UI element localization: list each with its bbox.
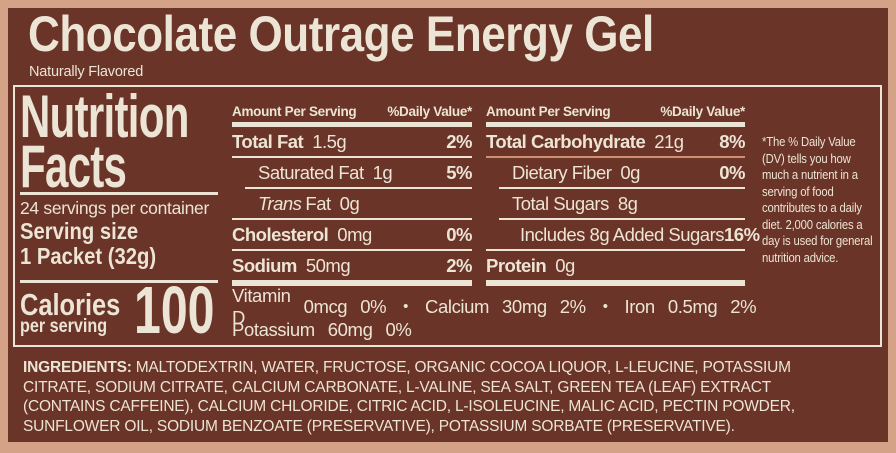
nutrient-column-right: Amount Per Serving %Daily Value* Total C…	[486, 87, 760, 286]
nutrient-amount: 1.5g	[312, 130, 347, 152]
daily-value-percent: 16%	[724, 223, 760, 245]
micronutrient-row-2: Potassium 60mg 0%	[232, 319, 748, 340]
product-title: Chocolate Outrage Energy Gel	[28, 8, 739, 64]
nutrient-name: Dietary Fiber	[512, 161, 612, 183]
micro-amount: 0.5mg	[667, 295, 718, 317]
thick-rule	[486, 280, 745, 286]
ingredients-section: INGREDIENTS: MALTODEXTRIN, WATER, FRUCTOS…	[23, 358, 838, 436]
nutrient-amount: 0g	[555, 254, 575, 276]
nutrition-facts-heading: Nutrition Facts	[20, 83, 218, 200]
nutrient-name: Fat	[305, 192, 331, 214]
nutrient-column-left: Amount Per Serving %Daily Value* Total F…	[232, 87, 472, 286]
amount-per-serving-header: Amount Per Serving	[232, 104, 357, 119]
nutrient-amount: 0g	[620, 161, 640, 183]
nutrient-amount: 50mg	[305, 254, 351, 276]
separator-rule	[20, 280, 218, 283]
micro-daily-value: 0%	[385, 318, 412, 340]
bullet-separator: •	[602, 298, 608, 315]
ingredients-text: MALTODEXTRIN, WATER, FRUCTOSE, ORGANIC C…	[23, 359, 795, 435]
micro-amount: 0mcg	[303, 295, 348, 317]
nutrient-name: Sodium	[232, 254, 297, 276]
micro-name: Potassium	[232, 318, 315, 340]
nutrient-row-added-sugars: Includes 8g Added Sugars 16%	[486, 220, 760, 249]
daily-value-percent: 2%	[446, 254, 472, 276]
bullet-separator: •	[403, 298, 409, 315]
thick-rule	[232, 122, 472, 127]
nutrient-name: Total Sugars	[512, 192, 609, 214]
nutrient-amount: 8g	[617, 192, 638, 214]
nutrient-row-cholesterol: Cholesterol 0mg 0%	[232, 220, 472, 249]
micronutrients: Vitamin D 0mcg 0% • Calcium 30mg 2% • Ir…	[232, 285, 757, 340]
nutrient-row-trans-fat: Trans Fat 0g	[232, 189, 472, 218]
separator-rule	[486, 156, 745, 158]
nutrient-row-protein: Protein 0g	[486, 251, 745, 280]
daily-value-footnote: *The % Daily Value (DV) tells you how mu…	[762, 134, 873, 265]
ingredients-label: INGREDIENTS:	[23, 359, 132, 376]
product-label: Chocolate Outrage Energy Gel Naturally F…	[8, 8, 888, 442]
micro-amount: 60mg	[327, 318, 373, 340]
separator-rule	[20, 192, 218, 195]
nutrient-name: Includes 8g Added Sugars	[520, 223, 725, 245]
calories-per-serving-label: per serving	[20, 316, 108, 337]
micro-name: Calcium	[425, 295, 490, 317]
nutrition-facts-summary: Nutrition Facts 24 servings per containe…	[20, 83, 218, 344]
product-title-text: Chocolate Outrage Energy Gel	[28, 8, 654, 62]
micro-name: Vitamin D	[232, 284, 291, 328]
nutrient-row-saturated-fat: Saturated Fat 1g 5%	[232, 158, 472, 187]
column-header: Amount Per Serving %Daily Value*	[486, 97, 745, 119]
micro-daily-value: 2%	[730, 295, 757, 317]
nutrition-facts-panel: Nutrition Facts 24 servings per containe…	[13, 85, 882, 347]
separator-rule	[499, 218, 745, 220]
nutrient-row-total-carbohydrate: Total Carbohydrate 21g 8%	[486, 127, 745, 156]
nutrient-amount: 21g	[654, 130, 684, 152]
daily-value-percent: 0%	[719, 161, 745, 183]
column-header: Amount Per Serving %Daily Value*	[232, 97, 472, 119]
micro-daily-value: 0%	[360, 295, 387, 317]
separator-rule	[499, 187, 745, 189]
serving-size-label: Serving size	[20, 218, 139, 244]
daily-value-percent: 8%	[719, 130, 745, 152]
calories-label: Calories	[20, 287, 121, 322]
amount-per-serving-header: Amount Per Serving	[486, 104, 611, 119]
daily-value-percent: 2%	[446, 130, 472, 152]
micro-name: Iron	[624, 295, 656, 317]
nutrient-amount: 0g	[339, 192, 360, 214]
serving-size-value: 1 Packet (32g)	[20, 243, 157, 269]
nutrient-amount: 0mg	[337, 223, 372, 245]
daily-value-header: %Daily Value*	[660, 104, 745, 119]
nutrient-row-sodium: Sodium 50mg 2%	[232, 251, 472, 280]
micronutrient-row-1: Vitamin D 0mcg 0% • Calcium 30mg 2% • Ir…	[232, 285, 757, 328]
nutrient-row-dietary-fiber: Dietary Fiber 0g 0%	[486, 158, 745, 187]
flavor-subtitle: Naturally Flavored	[29, 64, 144, 80]
nutrient-name: Total Fat	[232, 130, 304, 152]
heading-line2: Facts	[20, 133, 127, 200]
calories-value: 100	[134, 273, 215, 348]
servings-per-container: 24 servings per container	[20, 198, 209, 218]
separator-rule	[232, 218, 472, 220]
separator-rule	[232, 156, 472, 158]
nutrient-row-total-sugars: Total Sugars 8g	[486, 189, 745, 218]
thick-rule	[232, 280, 472, 286]
nutrient-name-italic: Trans	[258, 192, 302, 214]
nutrient-name: Saturated Fat	[258, 161, 364, 183]
nutrient-name: Protein	[486, 254, 547, 276]
heading-line1: Nutrition	[20, 83, 189, 150]
thick-rule	[486, 122, 745, 127]
daily-value-header: %Daily Value*	[387, 104, 472, 119]
daily-value-percent: 0%	[446, 223, 472, 245]
micro-daily-value: 2%	[559, 295, 586, 317]
daily-value-percent: 5%	[446, 161, 472, 183]
nutrient-amount: 1g	[372, 161, 393, 183]
separator-rule	[245, 187, 472, 189]
nutrient-name: Cholesterol	[232, 223, 329, 245]
separator-rule	[486, 249, 745, 251]
micro-amount: 30mg	[502, 295, 547, 317]
nutrient-row-total-fat: Total Fat 1.5g 2%	[232, 127, 472, 156]
nutrient-name: Total Carbohydrate	[486, 130, 646, 152]
separator-rule	[232, 249, 472, 251]
